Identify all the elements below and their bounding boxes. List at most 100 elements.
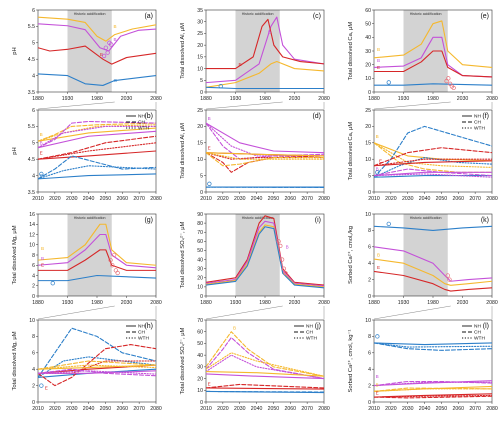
observation-marker — [446, 76, 451, 81]
x-tick-label: 2070 — [301, 196, 313, 202]
series-line-red-dashed — [38, 344, 156, 387]
y-tick-label: 15 — [197, 55, 203, 61]
observation-marker — [39, 171, 44, 177]
panel-j: 2010 2020 2030 2040 2050 2060 2070 208001020304… — [180, 318, 330, 412]
x-tick-label: 1980 — [91, 96, 103, 102]
x-tick-label: 2030 — [289, 300, 301, 306]
y-axis-label: Total dissolved SO₄²⁻, μM — [180, 327, 186, 394]
x-tick-label: 2020 — [385, 406, 397, 412]
y-tick-label: 0 — [200, 294, 203, 300]
legend-label-nh: NH — [306, 324, 313, 330]
y-tick-label: 10 — [197, 388, 203, 394]
y-tick-label: 2 — [32, 284, 35, 290]
x-tick-label: 2030 — [402, 196, 414, 202]
zoom-connector — [373, 101, 451, 110]
x-tick-label: 2060 — [285, 406, 297, 412]
observation-marker — [105, 50, 110, 55]
series-tag: B — [40, 132, 43, 137]
x-tick-label: 2060 — [285, 196, 297, 202]
series-line-purple-solid — [206, 220, 324, 287]
y-tick-label: 6 — [32, 108, 35, 114]
x-tick-label: 2070 — [469, 196, 481, 202]
x-tick-label: 2040 — [83, 406, 95, 412]
x-tick-label: 1980 — [259, 300, 271, 306]
x-tick-label: 2020 — [217, 196, 229, 202]
series-line-blue-solid — [206, 226, 324, 289]
observation-marker — [101, 53, 107, 59]
series-tag: B — [376, 167, 379, 172]
observation-marker — [278, 243, 283, 249]
y-axis-label: Total dissolved Mg, μM — [12, 331, 18, 390]
y-tick-label: 10 — [197, 66, 203, 72]
series-line-purple-dotted — [374, 381, 492, 387]
series-line-blue-dashed — [38, 327, 156, 378]
y-tick-label: 3.5 — [28, 90, 35, 96]
y-tick-label: 40 — [197, 257, 203, 263]
x-tick-label: 1980 — [259, 96, 271, 102]
y-tick-label: 50 — [365, 21, 371, 27]
series-line-red-solid — [374, 270, 492, 292]
series-tag: B — [41, 256, 44, 261]
series-tag: E — [379, 158, 382, 163]
panel-label: (i) — [315, 217, 321, 224]
x-tick-label: 2010 — [32, 196, 44, 202]
x-tick-label: 1930 — [230, 96, 242, 102]
y-tick-label: 4 — [32, 73, 35, 79]
x-tick-label: 1880 — [32, 96, 44, 102]
series-line-blue-dotted — [374, 157, 492, 178]
y-tick-label: 10 — [197, 285, 203, 291]
series-group — [38, 327, 156, 388]
series-tag: G — [40, 173, 44, 178]
y-tick-label: 25 — [365, 108, 371, 114]
series-line-yellow-solid — [206, 370, 324, 377]
series-line-red-dashed — [38, 135, 156, 160]
series-line-blue-solid — [374, 83, 492, 86]
series-line-purple-dotted — [38, 125, 156, 149]
series-line-yellow-dotted — [206, 352, 324, 377]
x-tick-label: 2030 — [121, 300, 133, 306]
series-line-yellow-solid — [38, 364, 156, 370]
panel-label: (h) — [144, 323, 153, 330]
x-tick-label: 2030 — [457, 300, 469, 306]
y-tick-label: 10 — [29, 243, 35, 249]
plot-frame — [205, 109, 325, 193]
y-tick-label: 4 — [368, 367, 371, 373]
x-tick-label: 2080 — [318, 406, 330, 412]
y-tick-label: 4 — [32, 367, 35, 373]
y-tick-label: 0 — [32, 400, 35, 406]
observation-marker — [110, 263, 115, 268]
legend-label-wth: WTH — [138, 126, 149, 132]
zoom-connector — [373, 305, 451, 320]
y-tick-label: 50 — [197, 248, 203, 254]
observation-marker — [207, 181, 212, 186]
y-tick-label: 40 — [197, 353, 203, 359]
y-axis-label: Total dissolved Ca, μM — [348, 22, 354, 81]
series-tag: E — [40, 150, 43, 155]
x-tick-label: 2030 — [66, 196, 78, 202]
series-line-red-dotted — [374, 394, 492, 398]
observation-marker — [279, 257, 285, 262]
x-tick-label: 2030 — [234, 406, 246, 412]
series-tag: E — [238, 62, 241, 67]
historic-label: Historic acidification — [74, 12, 106, 16]
series-group — [38, 120, 156, 180]
observation-marker — [375, 170, 380, 175]
y-tick-label: 2 — [32, 383, 35, 389]
series-line-yellow-dashed — [206, 331, 324, 377]
x-tick-label: 2020 — [217, 406, 229, 412]
series-line-yellow-solid — [206, 60, 324, 88]
x-tick-label: 2040 — [251, 406, 263, 412]
series-group — [374, 221, 492, 292]
series-line-blue-solid — [38, 73, 156, 86]
series-group — [374, 125, 492, 178]
x-tick-label: 2010 — [200, 406, 212, 412]
plot-frame — [373, 109, 493, 193]
series-line-purple-dashed — [206, 337, 324, 380]
y-tick-label: 80 — [197, 221, 203, 227]
x-tick-label: 2080 — [150, 300, 162, 306]
y-tick-label: 10 — [365, 157, 371, 163]
y-tick-label: 20 — [197, 43, 203, 49]
observation-marker — [276, 239, 281, 244]
y-tick-label: 0 — [368, 400, 371, 406]
